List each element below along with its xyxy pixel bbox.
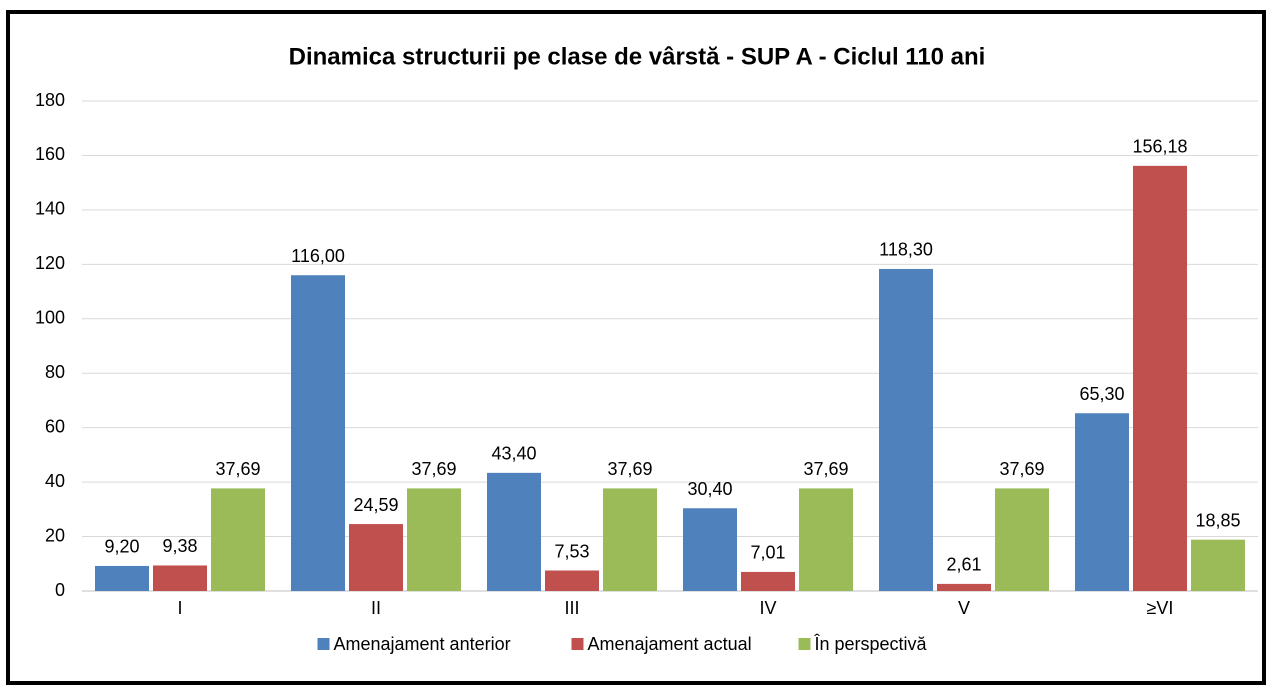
data-label: 37,69 xyxy=(999,459,1044,479)
x-tick-label: IV xyxy=(759,598,776,618)
legend-label: Amenajament anterior xyxy=(334,634,511,654)
legend-swatch xyxy=(798,638,811,650)
data-label: 37,69 xyxy=(215,459,260,479)
bar xyxy=(211,488,265,591)
x-tick-label: ≥VI xyxy=(1147,598,1174,618)
y-tick-label: 160 xyxy=(35,144,65,164)
data-label: 2,61 xyxy=(946,555,981,575)
y-tick-label: 140 xyxy=(35,199,65,219)
x-tick-label: III xyxy=(564,598,579,618)
y-tick-label: 20 xyxy=(45,525,65,545)
bar xyxy=(995,488,1049,591)
data-label: 43,40 xyxy=(491,444,536,464)
bar xyxy=(1133,165,1187,592)
legend-swatch xyxy=(571,638,584,650)
chart-title: Dinamica structurii pe clase de vârstă -… xyxy=(289,43,986,70)
bar xyxy=(487,472,541,591)
data-label: 9,38 xyxy=(162,536,197,556)
y-tick-label: 0 xyxy=(55,580,65,600)
y-tick-label: 100 xyxy=(35,308,65,328)
bar xyxy=(95,565,149,591)
bar xyxy=(349,524,403,591)
x-tick-label: II xyxy=(371,598,381,618)
y-tick-label: 80 xyxy=(45,362,65,382)
data-label: 37,69 xyxy=(607,459,652,479)
bar xyxy=(291,275,345,591)
data-label: 37,69 xyxy=(803,459,848,479)
bar xyxy=(683,508,737,591)
data-label: 30,40 xyxy=(687,479,732,499)
bar xyxy=(407,488,461,591)
data-label: 118,30 xyxy=(879,240,933,260)
bar xyxy=(741,571,795,591)
bar xyxy=(545,570,599,591)
bar xyxy=(799,488,853,591)
data-label: 156,18 xyxy=(1132,137,1187,157)
y-tick-label: 40 xyxy=(45,471,65,491)
data-label: 7,01 xyxy=(750,543,785,563)
data-label: 9,20 xyxy=(104,537,139,557)
x-tick-label: V xyxy=(958,598,970,618)
y-tick-label: 120 xyxy=(35,253,65,273)
data-label: 18,85 xyxy=(1195,510,1240,530)
legend-label: Amenajament actual xyxy=(588,634,752,654)
data-label: 24,59 xyxy=(353,495,398,515)
bar xyxy=(937,583,991,591)
bar xyxy=(879,268,933,591)
bar xyxy=(1191,539,1245,591)
data-label: 65,30 xyxy=(1079,384,1124,404)
bar xyxy=(1075,413,1129,591)
y-tick-label: 180 xyxy=(35,90,65,110)
bar xyxy=(603,488,657,591)
legend-label: În perspectivă xyxy=(814,634,928,654)
bar xyxy=(153,565,207,591)
data-label: 116,00 xyxy=(291,246,345,266)
y-tick-label: 60 xyxy=(45,416,65,436)
data-label: 7,53 xyxy=(554,541,589,561)
data-label: 37,69 xyxy=(411,459,456,479)
legend-swatch xyxy=(317,638,330,650)
x-tick-label: I xyxy=(177,598,182,618)
